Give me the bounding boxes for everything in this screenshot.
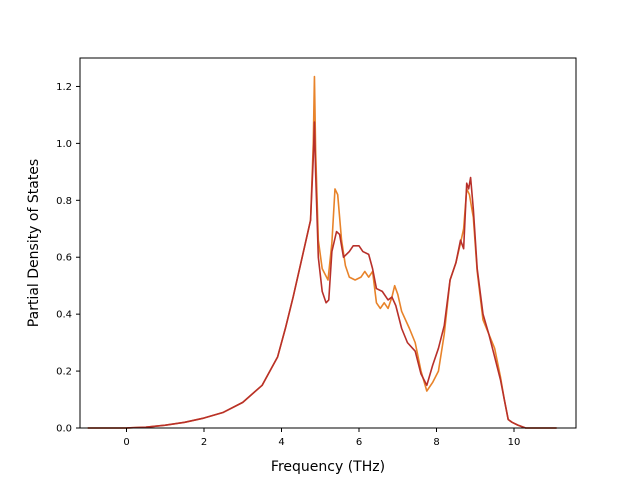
x-axis-label: Frequency (THz) [271, 459, 385, 475]
x-tick-label: 6 [356, 437, 362, 448]
x-tick-label: 2 [201, 437, 207, 448]
y-tick-label: 0.2 [56, 367, 72, 378]
axes-frame [79, 57, 577, 429]
y-tick-label: 1.2 [56, 82, 72, 93]
x-axis-ticks: 0 2 4 6 8 10 [123, 428, 520, 448]
x-tick-label: 0 [123, 437, 129, 448]
x-tick-label: 10 [508, 437, 521, 448]
y-tick-label: 0.8 [56, 196, 72, 207]
y-axis-ticks: 0.0 0.2 0.4 0.6 0.8 1.0 1.2 [56, 82, 80, 435]
y-axis-label: Partial Density of States [26, 159, 42, 327]
x-tick-label: 4 [278, 437, 284, 448]
y-tick-label: 0.0 [56, 424, 72, 435]
x-tick-label: 8 [433, 437, 439, 448]
y-tick-label: 1.0 [56, 139, 72, 150]
series-line-2 [87, 121, 557, 429]
y-tick-label: 0.6 [56, 253, 72, 264]
plot-area [87, 75, 557, 429]
y-tick-label: 0.4 [56, 310, 72, 321]
